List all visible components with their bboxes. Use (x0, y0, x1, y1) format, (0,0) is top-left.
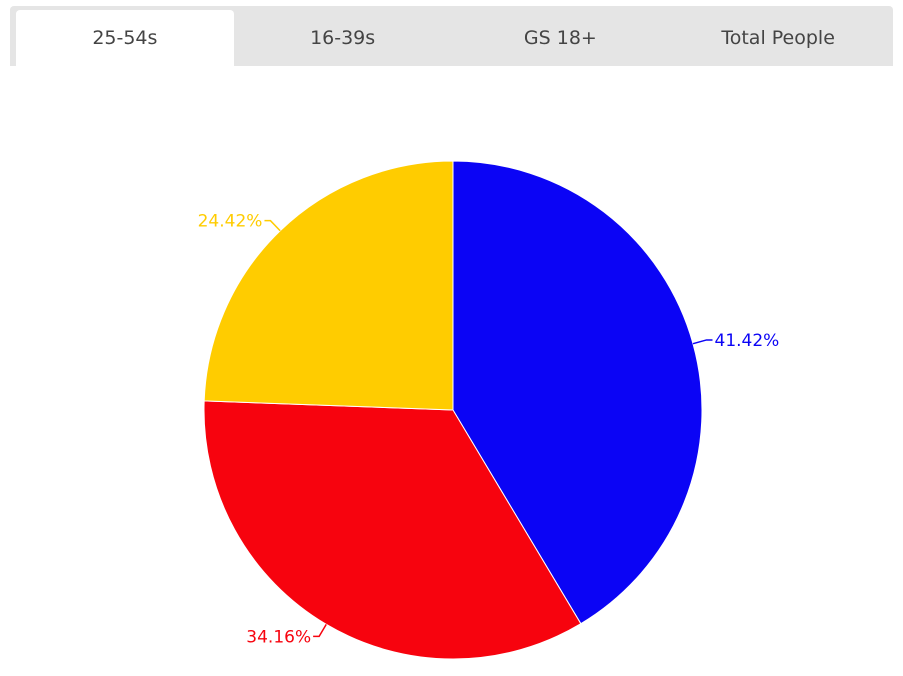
data-label: 34.16% (246, 627, 311, 647)
tab-gs-18-plus[interactable]: GS 18+ (523, 27, 597, 49)
label-connector (313, 623, 327, 638)
tab-25-54s[interactable]: 25-54s (16, 10, 234, 66)
data-label: 41.42% (715, 331, 780, 351)
label-connector (692, 339, 713, 345)
tab-bar: 25-54s 16-39s GS 18+ Total People (10, 6, 893, 66)
tab-16-39s[interactable]: 16-39s (310, 27, 376, 49)
pie-slice[interactable] (203, 400, 582, 660)
label-connector (264, 219, 281, 232)
tab-total-people[interactable]: Total People (721, 27, 835, 49)
data-label: 24.42% (198, 212, 263, 232)
pie-slice[interactable] (203, 160, 454, 411)
